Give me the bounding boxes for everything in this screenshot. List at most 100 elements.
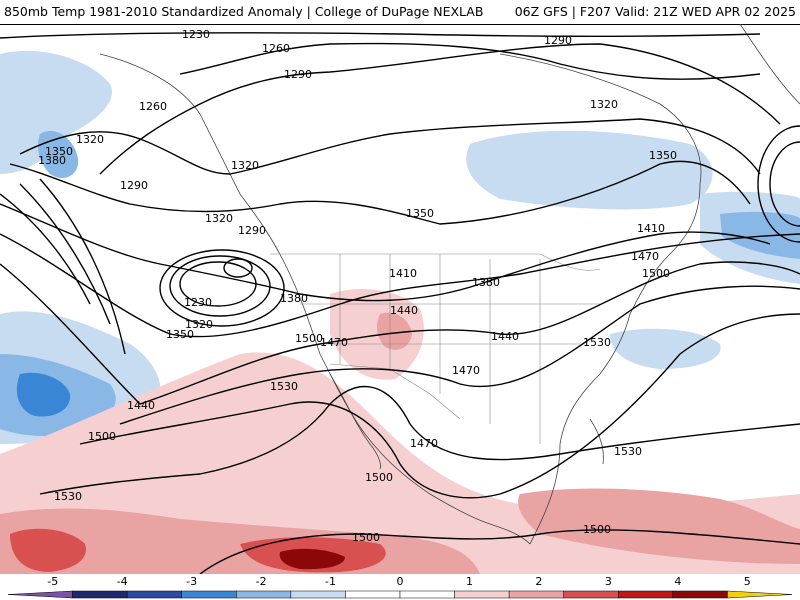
colorbar-bin: [345, 590, 401, 599]
colorbar-tick-label: -2: [256, 575, 267, 588]
contour-1350-north: [9, 160, 751, 225]
contour-label: 1350: [649, 149, 677, 162]
contour-label: 1500: [583, 523, 611, 536]
contour-label: 1260: [139, 100, 167, 113]
colorbar-tick-label: 0: [397, 575, 404, 588]
coastline-florida: [589, 418, 604, 465]
contour-alaska-gradient-2: [19, 183, 111, 325]
contour-label: 1440: [491, 330, 519, 343]
closed-low-1230: [179, 261, 257, 307]
model-valid-time: 06Z GFS | F207 Valid: 21Z WED APR 02 202…: [514, 4, 796, 19]
contour-label: 1470: [410, 437, 438, 450]
coastline-greenland: [739, 24, 800, 105]
political-borders: [270, 253, 601, 444]
cold-anomaly-pacific-core: [16, 372, 71, 417]
contour-label: 1290: [284, 68, 312, 81]
coastline-north-america: [99, 53, 531, 545]
title-bar: 850mb Temp 1981-2010 Standardized Anomal…: [0, 0, 800, 25]
colorbar-tick-label: -4: [117, 575, 128, 588]
border-us-mexico: [329, 363, 461, 420]
contour-label: 1260: [262, 42, 290, 55]
contour-alaska-gradient-3: [39, 178, 126, 355]
contour-label: 1500: [365, 471, 393, 484]
contour-label: 1230: [182, 28, 210, 41]
colorbar-bin: [454, 590, 510, 599]
cold-anomaly-alaska-strong: [38, 130, 79, 179]
colorbar-bin: [290, 590, 346, 599]
colorbar-bin: [508, 590, 564, 599]
coastline-east: [499, 53, 702, 545]
contour-label: 1290: [238, 224, 266, 237]
contour-label: 1380: [38, 154, 66, 167]
contour-label: 1440: [390, 304, 418, 317]
cold-anomaly-labrador-strong: [720, 211, 800, 259]
colorbar-bin: [563, 590, 619, 599]
contour-label: 1530: [583, 336, 611, 349]
contour-1530-south: [39, 385, 800, 495]
contour-label: 1470: [452, 364, 480, 377]
contour-1320-north: [19, 118, 761, 175]
contour-1500-deep-south: [199, 529, 800, 574]
contour-label: 1350: [166, 328, 194, 341]
contour-1500-south: [79, 313, 800, 499]
contour-1380-mid: [0, 203, 771, 302]
colorbar-bin: [236, 590, 292, 599]
colorbar-bin: [72, 590, 128, 599]
colorbar-bin: [727, 590, 793, 599]
contour-alaska-gradient-1: [0, 193, 91, 305]
contour-label: 1410: [389, 267, 417, 280]
colorbar-tick-label: 3: [605, 575, 612, 588]
contour-label: 1380: [472, 276, 500, 289]
warm-anomaly-pacific-core-3: [279, 548, 345, 570]
contour-label: 1500: [295, 332, 323, 345]
contour-label: 1290: [544, 34, 572, 47]
contour-1440-mid: [0, 261, 800, 405]
contour-label: 1320: [76, 133, 104, 146]
contour-label: 1500: [352, 531, 380, 544]
contour-label: 1380: [280, 292, 308, 305]
contour-1260-north: [179, 42, 761, 80]
contour-label: 1470: [631, 250, 659, 263]
contour-1230-north: [0, 32, 761, 39]
contour-label: 1440: [127, 399, 155, 412]
colorbar-tick-label: 1: [466, 575, 473, 588]
cold-anomaly-alaska: [0, 50, 112, 174]
colorbar-tick-label: 4: [674, 575, 681, 588]
contour-label: 1290: [120, 179, 148, 192]
colorbar-tick-label: 5: [744, 575, 751, 588]
contour-label: 1470: [320, 336, 348, 349]
cold-anomaly-atlantic: [610, 328, 721, 369]
colorbar-bin: [126, 590, 182, 599]
contour-label: 1500: [642, 267, 670, 280]
colorbar-bin: [672, 590, 728, 599]
contour-label: 1320: [185, 318, 213, 331]
cold-anomaly-canada: [466, 130, 713, 210]
closed-low-labrador: [769, 141, 800, 227]
colorbar-tick-label: -5: [47, 575, 58, 588]
closed-low-1290: [159, 249, 285, 327]
contour-label: 1410: [637, 222, 665, 235]
contour-label: 1530: [54, 490, 82, 503]
contour-label: 1350: [45, 145, 73, 158]
colorbar-bins: [7, 590, 793, 599]
height-contours: [0, 32, 800, 574]
colorbar-bin: [618, 590, 674, 599]
anomaly-colorbar: -5 -4 -3 -2 -1 0 1 2 3 4 5: [7, 575, 793, 599]
closed-low-inner: [223, 258, 253, 278]
warm-anomaly-pacific-core-1: [10, 528, 86, 572]
contour-label: 1320: [231, 159, 259, 172]
contour-label: 1230: [184, 296, 212, 309]
contour-label: 1530: [614, 445, 642, 458]
contour-1290-north: [99, 43, 781, 175]
colorbar-ticks: -5 -4 -3 -2 -1 0 1 2 3 4 5: [47, 575, 751, 588]
warm-anomaly-caribbean: [518, 488, 800, 564]
contour-1410-mid: [0, 233, 800, 338]
colorbar-bin: [399, 590, 455, 599]
contour-label: 1500: [88, 430, 116, 443]
contour-1470-mid: [119, 285, 800, 425]
colorbar-tick-label: 2: [535, 575, 542, 588]
warm-anomaly-southwest: [330, 289, 424, 380]
colorbar-tick-label: -3: [186, 575, 197, 588]
